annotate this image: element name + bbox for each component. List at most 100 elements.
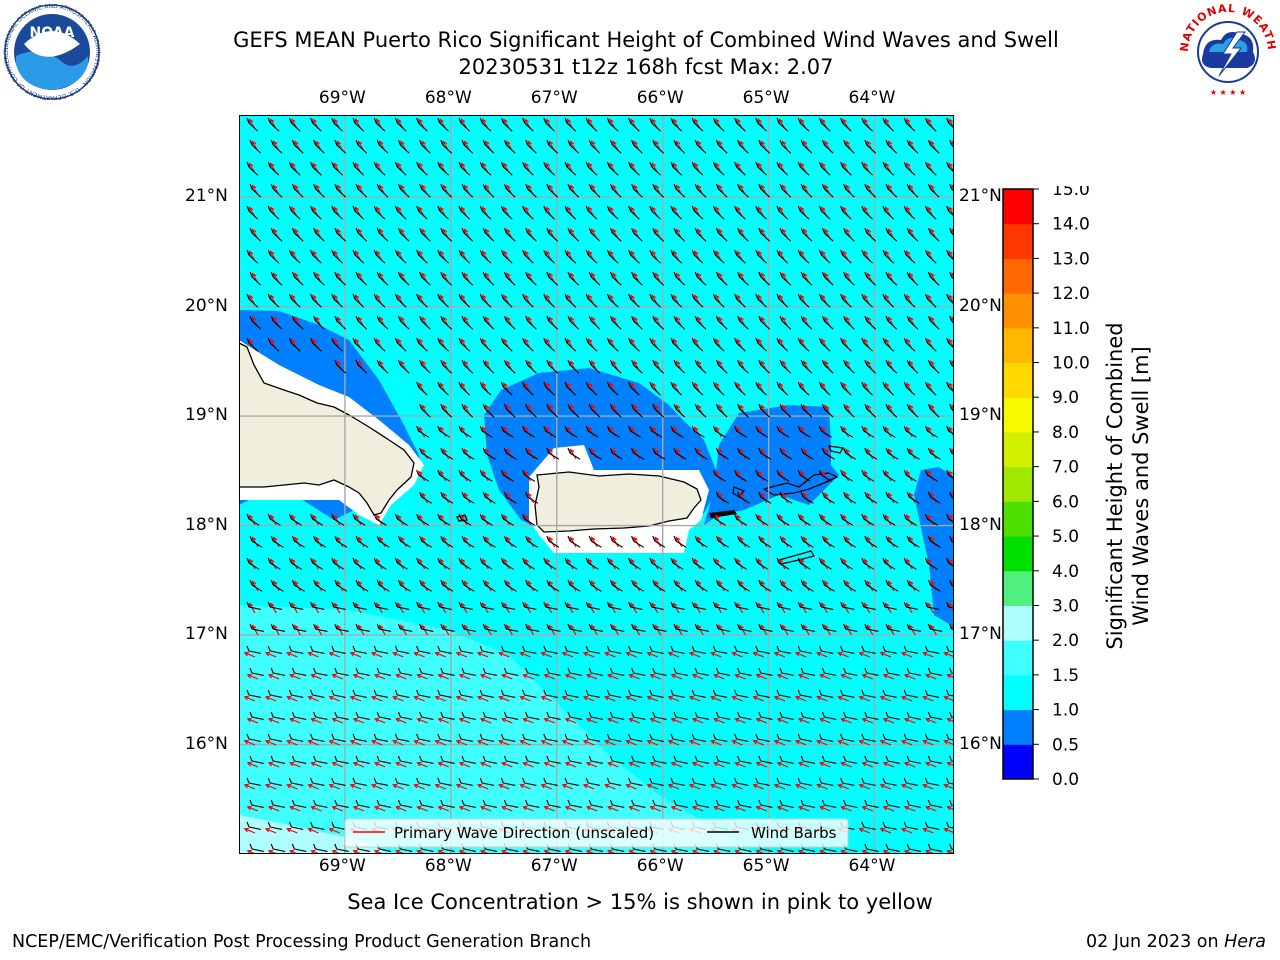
wind-barb (458, 249, 471, 264)
wave-arrow (421, 492, 429, 504)
wave-arrow (548, 580, 556, 592)
lon-tick-label-top: 64°W (848, 88, 896, 108)
wave-arrow (951, 228, 954, 235)
wind-barb (419, 183, 431, 198)
wind-barb (543, 733, 558, 742)
wave-arrow (900, 783, 913, 790)
wave-arrow (675, 448, 683, 460)
wind-barb (776, 161, 789, 176)
wind-barb (458, 601, 473, 610)
wind-barb (461, 139, 474, 154)
wind-barb (246, 161, 259, 176)
wind-barb (482, 623, 498, 632)
wind-barb (416, 117, 428, 132)
wind-barb (479, 645, 495, 654)
wave-arrow (352, 761, 365, 768)
wind-barb (670, 249, 683, 264)
wave-arrow (731, 651, 743, 658)
wind-barb (797, 117, 810, 132)
wave-arrow (752, 695, 765, 702)
wave-arrow (442, 536, 450, 548)
wind-barb (588, 535, 602, 548)
wave-arrow (421, 580, 429, 592)
wind-barb (609, 315, 622, 330)
wind-barb (628, 161, 640, 176)
wind-barb (567, 535, 581, 548)
wave-arrow (246, 761, 259, 768)
wind-barb (334, 711, 349, 720)
wind-barb (373, 689, 389, 698)
wind-barb (352, 293, 365, 308)
wind-barb (525, 447, 539, 460)
wind-barb (288, 557, 302, 570)
wave-arrow (336, 536, 344, 548)
wind-barb (500, 249, 513, 264)
wave-arrow (797, 673, 810, 680)
wave-arrow (900, 739, 913, 746)
wind-barb (291, 843, 307, 852)
wave-arrow (582, 739, 595, 746)
wind-barb (246, 645, 261, 654)
wave-arrow (307, 739, 319, 746)
wind-barb (715, 139, 728, 154)
wave-arrow (370, 783, 383, 790)
wind-barb (818, 513, 832, 526)
wind-barb (564, 381, 577, 396)
lat-tick-label-left: 18°N (185, 514, 228, 535)
wind-barb (906, 799, 922, 808)
wave-arrow (548, 624, 556, 636)
wind-barb (861, 293, 873, 308)
wave-arrow (630, 558, 638, 570)
wind-barb (885, 271, 898, 286)
wind-barb (394, 161, 407, 176)
wind-barb (522, 777, 537, 786)
wind-barb (588, 271, 601, 286)
wave-arrow (688, 783, 701, 790)
wind-barb (906, 403, 919, 418)
wave-arrow (336, 624, 344, 636)
wind-barb (670, 205, 683, 220)
wave-arrow (543, 761, 556, 768)
wind-barb (800, 447, 814, 460)
wind-barb (673, 535, 687, 548)
wave-arrow (437, 673, 450, 680)
wave-arrow (866, 448, 874, 460)
wave-arrow (607, 849, 618, 854)
wave-arrow (357, 536, 365, 548)
wave-arrow (696, 580, 704, 592)
wave-arrow (590, 536, 598, 548)
wind-barb (864, 535, 878, 548)
wave-arrow (646, 783, 659, 790)
wind-barb (737, 667, 752, 676)
wind-barb (373, 293, 386, 308)
wind-barb (267, 293, 280, 308)
wave-arrow (352, 717, 365, 724)
wind-barb (288, 117, 301, 132)
wind-barb (419, 799, 434, 808)
wind-barb (291, 799, 307, 808)
wind-barb (352, 117, 365, 132)
wave-arrow (757, 602, 765, 614)
wind-barb (737, 623, 752, 632)
wind-barb (373, 733, 389, 742)
wind-barb (416, 337, 428, 352)
wind-barb (652, 667, 667, 676)
wind-barb (861, 381, 873, 396)
wave-arrow (331, 849, 342, 854)
wind-barb (864, 359, 876, 374)
wave-arrow (607, 673, 619, 680)
wind-barb (800, 359, 813, 374)
lat-tick-label-left: 21°N (185, 186, 228, 207)
wave-arrow (922, 827, 934, 834)
wind-barb (906, 183, 919, 198)
wave-arrow (561, 783, 574, 790)
wind-barb (376, 711, 392, 720)
wave-arrow (672, 558, 680, 570)
wave-arrow (458, 849, 470, 854)
wind-barb (458, 117, 471, 132)
wave-arrow (670, 761, 683, 768)
wind-barb (458, 469, 472, 482)
wave-arrow (794, 651, 807, 658)
wind-barb (927, 711, 943, 720)
wind-barb (270, 183, 283, 198)
